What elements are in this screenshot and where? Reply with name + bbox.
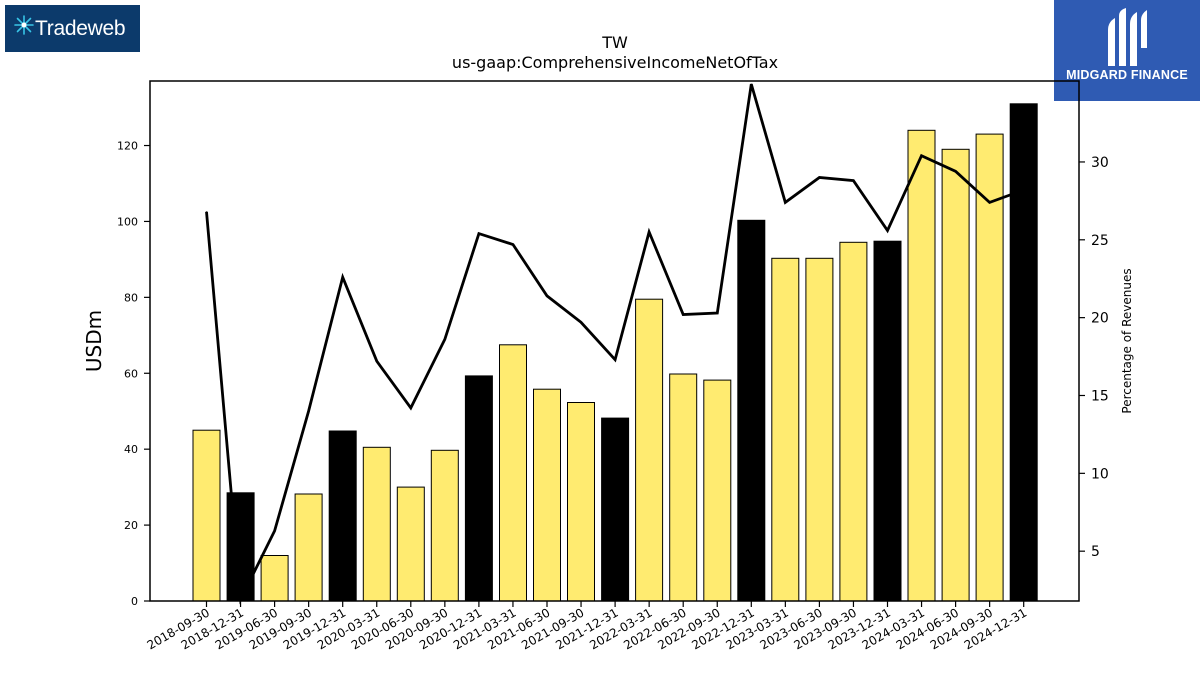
midgard-finance-logo: MIDGARD FINANCE xyxy=(1054,0,1200,101)
y-axis-left: 0 20 40 60 80 100 120 xyxy=(117,140,150,608)
quarter-bar xyxy=(941,148,970,602)
percentage-point xyxy=(240,598,242,600)
percentage-point xyxy=(206,211,207,213)
annual-bar xyxy=(873,240,902,602)
y-tick-label: 120 xyxy=(117,140,138,153)
percentage-point xyxy=(478,233,480,235)
y2-tick-label: 5 xyxy=(1091,544,1100,560)
quarter-bar xyxy=(567,402,595,602)
quarter-bar xyxy=(499,344,527,602)
percentage-point xyxy=(512,244,514,245)
percentage-point xyxy=(444,338,446,340)
percentage-point xyxy=(274,530,276,532)
percentage-point xyxy=(342,276,344,278)
bar-series xyxy=(192,103,1038,602)
y2-tick-label: 25 xyxy=(1091,233,1109,249)
annual-bar xyxy=(464,375,493,602)
percentage-point xyxy=(308,410,310,412)
percentage-point xyxy=(648,231,650,233)
y2-tick-label: 10 xyxy=(1091,466,1109,482)
y2-tick-label: 30 xyxy=(1091,155,1109,171)
percentage-point xyxy=(1023,189,1025,191)
percentage-point xyxy=(784,201,786,203)
quarter-bar xyxy=(192,429,221,602)
percentage-point xyxy=(716,312,718,314)
percentage-point xyxy=(410,407,412,409)
quarter-bar xyxy=(839,241,868,602)
y-tick-label: 40 xyxy=(124,443,138,456)
percentage-point xyxy=(852,180,854,182)
y2-tick-label: 20 xyxy=(1091,311,1109,327)
midgard-m-icon xyxy=(1108,8,1147,66)
percentage-point xyxy=(376,360,378,362)
quarter-bar xyxy=(635,298,664,602)
percentage-point xyxy=(546,295,548,297)
quarter-bar xyxy=(975,133,1004,602)
annual-bar xyxy=(737,219,766,602)
quarter-bar xyxy=(771,257,800,602)
y-axis-label: USDm xyxy=(82,310,106,372)
midgard-finance-wordmark: MIDGARD FINANCE xyxy=(1066,68,1188,82)
y-tick-label: 20 xyxy=(124,519,138,532)
quarter-bar xyxy=(396,486,425,602)
line-series xyxy=(205,83,1025,605)
tradeweb-logo: Tradeweb xyxy=(5,5,140,52)
quarter-bar xyxy=(907,129,936,602)
y2-tick-label: 15 xyxy=(1091,388,1109,404)
percentage-point xyxy=(818,177,820,178)
percentage-point xyxy=(955,170,957,172)
percentage-point xyxy=(887,230,888,231)
percentage-point xyxy=(921,155,922,157)
x-axis: 2018-09-302018-12-312019-06-302019-09-30… xyxy=(145,601,1029,652)
quarter-bar xyxy=(805,257,834,602)
quarter-bar xyxy=(703,379,732,602)
quarter-bar xyxy=(362,446,391,602)
annual-bar xyxy=(1009,103,1038,602)
y-tick-label: 60 xyxy=(124,367,138,380)
y2-axis-label: Percentage of Revenues xyxy=(1120,268,1134,413)
chart-title: TW xyxy=(601,33,628,52)
chart-subtitle: us-gaap:ComprehensiveIncomeNetOfTax xyxy=(452,53,778,72)
y-tick-label: 100 xyxy=(117,215,138,228)
percentage-point xyxy=(682,314,684,315)
percentage-point xyxy=(614,359,616,361)
tradeweb-wordmark: Tradeweb xyxy=(35,16,126,40)
annual-bar xyxy=(328,430,357,602)
y-axis-right: 5 10 15 20 25 30 xyxy=(1079,155,1109,560)
annual-bar xyxy=(601,417,630,602)
percentage-point xyxy=(750,83,752,85)
quarter-bar xyxy=(260,555,289,602)
y-tick-label: 80 xyxy=(124,291,138,304)
quarter-bar xyxy=(669,373,698,602)
starburst-icon xyxy=(14,15,34,35)
percentage-point xyxy=(989,201,991,203)
quarter-bar xyxy=(533,388,561,602)
quarter-bar xyxy=(294,493,323,602)
quarter-bar xyxy=(430,449,459,602)
y-tick-label: 0 xyxy=(131,595,138,608)
percentage-point xyxy=(580,321,582,323)
